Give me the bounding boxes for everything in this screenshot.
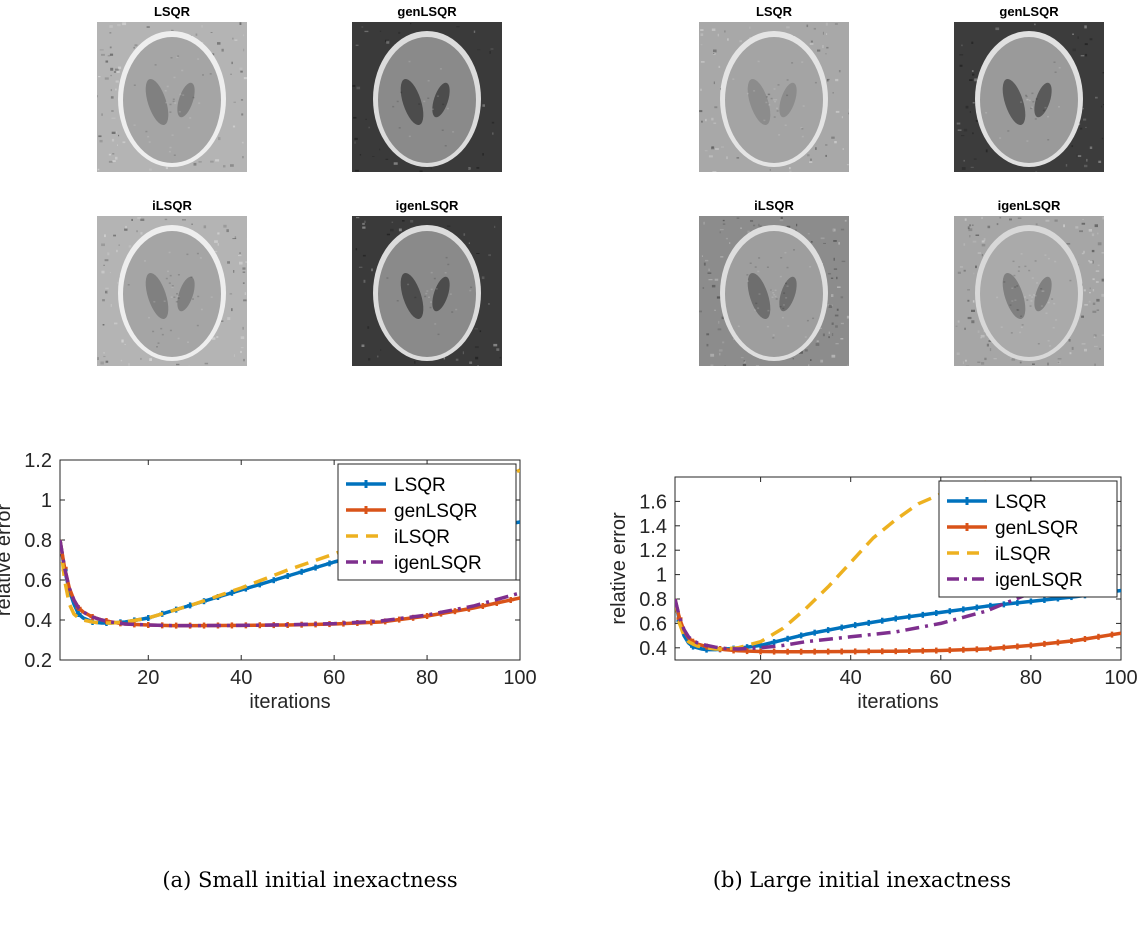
series-line-genLSQR [675, 598, 1121, 654]
y-tick-label: 0.4 [24, 610, 52, 632]
y-tick-label: 1.4 [639, 516, 667, 538]
x-tick-label: 20 [749, 667, 771, 689]
y-tick-label: 1 [41, 490, 52, 512]
y-tick-label: 1.2 [639, 540, 667, 562]
phantom-reconstruction-image [352, 22, 502, 172]
y-tick-label: 0.2 [24, 650, 52, 672]
plot-frame [674, 476, 1122, 661]
y-tick-label: 0.6 [24, 570, 52, 592]
y-tick-label: 0.4 [639, 638, 667, 660]
x-tick-label: 80 [416, 667, 438, 689]
phantom-reconstruction-image [97, 216, 247, 366]
phantom-reconstruction-image [954, 216, 1104, 366]
series-line-LSQR [675, 588, 1121, 652]
legend-label: iLSQR [394, 527, 450, 548]
phantom-reconstruction-image [954, 22, 1104, 172]
legend-label: igenLSQR [995, 570, 1083, 591]
y-tick-label: 0.8 [639, 589, 667, 611]
series-line-iLSQR [60, 468, 520, 625]
legend-label: genLSQR [394, 501, 477, 522]
reconstruction-title: igenLSQR [997, 198, 1061, 213]
x-tick-label: 100 [503, 667, 536, 689]
plot-frame [59, 459, 521, 661]
y-tick-label: 1.6 [639, 491, 667, 513]
x-axis-label: iterations [249, 691, 330, 713]
x-tick-label: 40 [840, 667, 862, 689]
reconstruction-title: genLSQR [397, 4, 457, 19]
series-line-igenLSQR [675, 546, 1121, 651]
y-tick-label: 0.6 [639, 613, 667, 635]
reconstruction-title: iLSQR [754, 198, 794, 213]
caption-b: (b) Large initial inexactness [712, 868, 1012, 892]
legend-label: LSQR [995, 492, 1047, 513]
x-tick-label: 100 [1104, 667, 1137, 689]
phantom-reconstruction-image [699, 22, 849, 172]
phantom-reconstruction-image [352, 216, 502, 366]
reconstruction-title: genLSQR [999, 4, 1059, 19]
series-line-igenLSQR [60, 539, 520, 628]
x-tick-label: 40 [230, 667, 252, 689]
x-tick-label: 60 [323, 667, 345, 689]
caption-a: (a) Small initial inexactness [162, 868, 458, 892]
phantom-reconstruction-image [699, 216, 849, 366]
legend-label: genLSQR [995, 518, 1078, 539]
legend-label: LSQR [394, 475, 446, 496]
phantom-reconstruction-image [97, 22, 247, 172]
reconstruction-title: igenLSQR [395, 198, 459, 213]
series-line-iLSQR [675, 480, 987, 651]
reconstruction-title: LSQR [153, 4, 191, 19]
legend-label: igenLSQR [394, 553, 482, 574]
x-tick-label: 80 [1020, 667, 1042, 689]
x-tick-label: 60 [930, 667, 952, 689]
relative-error-plot-a: 20 40 60 80 100 0.2 0.4 0.6 0.8 1 1.2 iterations rel… [0, 450, 537, 713]
legend-label: iLSQR [995, 544, 1051, 565]
x-tick-label: 20 [137, 667, 159, 689]
y-axis-label: relative error [608, 512, 630, 625]
reconstruction-title: iLSQR [152, 198, 192, 213]
relative-error-plot-b: 20 40 60 80 100 0.4 0.60.81 1.21.4 1.6 iterations… [608, 476, 1138, 713]
y-tick-label: 1.2 [24, 450, 52, 472]
reconstruction-title: LSQR [755, 4, 793, 19]
y-axis-label: relative error [0, 504, 15, 617]
x-axis-label: iterations [857, 691, 938, 713]
y-tick-label: 1 [656, 565, 667, 587]
y-tick-label: 0.8 [24, 530, 52, 552]
